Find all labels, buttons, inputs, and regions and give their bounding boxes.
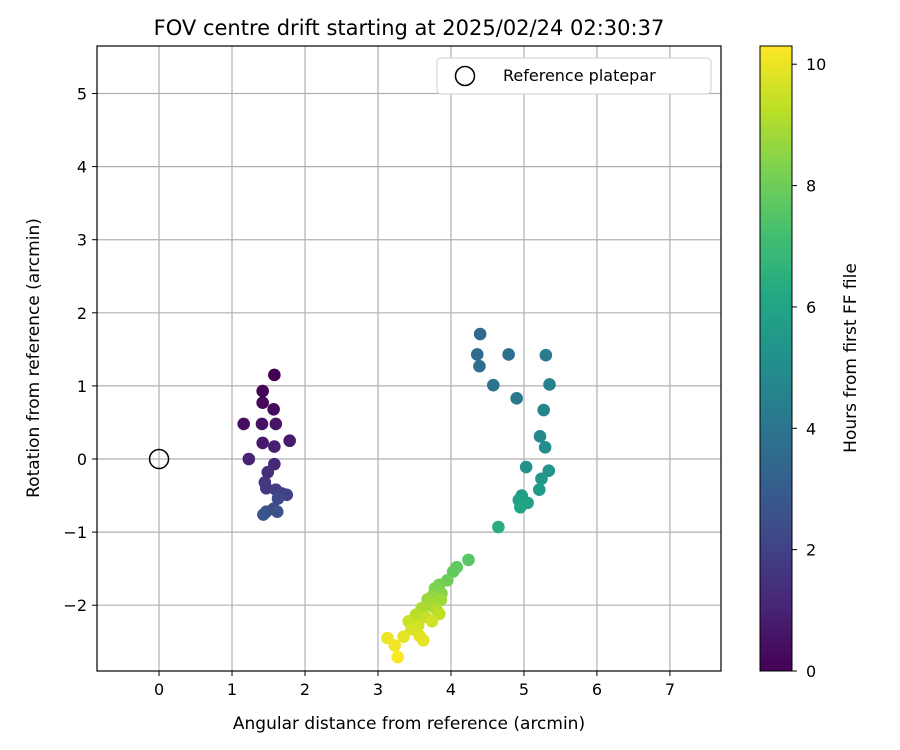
colorbar-tick-label: 10	[806, 55, 826, 74]
plot-frame	[96, 45, 722, 672]
x-tick-label: 2	[300, 680, 310, 699]
drift-point	[256, 384, 269, 398]
reference-platepar-marker	[148, 448, 170, 470]
reference-marker-group	[148, 448, 170, 470]
x-tick-label: 6	[592, 680, 602, 699]
y-tick-label: 1	[77, 377, 87, 396]
drift-point	[538, 441, 552, 454]
x-tick-label: 4	[446, 680, 456, 699]
drift-point	[543, 378, 556, 391]
x-tick-label: 1	[227, 680, 237, 699]
drift-point	[533, 430, 547, 443]
drift-point	[237, 417, 250, 431]
drift-point	[267, 403, 280, 416]
drift-point	[510, 392, 523, 405]
grid-lines	[97, 46, 721, 671]
y-tick-label: 3	[77, 231, 87, 250]
x-axis-ticks: 0 1 2 3 4 5 6 7	[154, 671, 675, 699]
colorbar-tick-label: 0	[806, 662, 816, 681]
drift-point	[492, 520, 505, 534]
y-tick-label: −2	[63, 596, 87, 615]
colorbar-label: Hours from first FF file	[841, 263, 861, 453]
drift-point	[502, 348, 515, 361]
legend-reference-marker	[454, 65, 476, 87]
legend-box	[436, 57, 712, 95]
drift-point	[519, 460, 533, 474]
drift-point	[388, 639, 402, 652]
y-tick-label: 4	[77, 158, 87, 177]
drift-point	[271, 492, 285, 505]
drift-point	[535, 472, 548, 486]
drift-point	[462, 553, 475, 567]
y-tick-label: 2	[77, 304, 87, 323]
drift-point	[473, 327, 487, 341]
drift-point	[256, 436, 269, 450]
drift-point	[434, 593, 448, 607]
drift-point	[257, 508, 270, 521]
data-points	[237, 327, 556, 664]
drift-point	[242, 452, 256, 466]
colorbar-tick-label: 8	[806, 177, 816, 196]
colorbar-gradient	[759, 45, 793, 672]
drift-point	[473, 359, 486, 373]
drift-point	[270, 505, 284, 518]
colorbar: 0 2 4 6 8 10 Hours from first FF file	[759, 45, 861, 681]
x-tick-label: 0	[154, 680, 164, 699]
drift-point	[256, 396, 269, 410]
drift-point	[542, 464, 556, 478]
drift-point	[397, 630, 410, 643]
x-axis-label: Angular distance from reference (arcmin)	[233, 714, 585, 734]
drift-point	[532, 483, 546, 497]
y-tick-label: −1	[63, 523, 87, 542]
drift-point	[539, 348, 553, 362]
drift-point	[425, 614, 439, 628]
y-axis-label: Rotation from reference (arcmin)	[24, 218, 44, 498]
drift-point	[537, 403, 550, 417]
drift-point	[268, 368, 281, 382]
drift-point	[261, 465, 275, 479]
drift-point	[486, 378, 500, 392]
y-tick-label: 0	[77, 450, 87, 469]
chart-title: FOV centre drift starting at 2025/02/24 …	[154, 16, 665, 40]
x-tick-label: 3	[373, 680, 383, 699]
y-axis-ticks: −2 −1 0 1 2 3 4 5	[63, 85, 97, 615]
drift-point	[268, 440, 281, 453]
colorbar-tick-label: 6	[806, 298, 816, 317]
legend: Reference platepar	[436, 57, 712, 95]
drift-point	[391, 650, 404, 664]
y-tick-label: 5	[77, 85, 87, 104]
x-tick-label: 7	[665, 680, 675, 699]
drift-point	[416, 633, 430, 647]
drift-point	[255, 417, 269, 431]
drift-point	[269, 417, 283, 431]
colorbar-tick-label: 2	[806, 541, 816, 560]
x-tick-label: 5	[519, 680, 529, 699]
drift-point	[260, 481, 273, 495]
drift-point	[470, 348, 484, 361]
drift-point	[283, 434, 296, 448]
legend-label: Reference platepar	[503, 66, 656, 85]
drift-point	[513, 500, 527, 514]
colorbar-tick-label: 4	[806, 419, 816, 438]
colorbar-ticks: 0 2 4 6 8 10	[792, 55, 826, 681]
